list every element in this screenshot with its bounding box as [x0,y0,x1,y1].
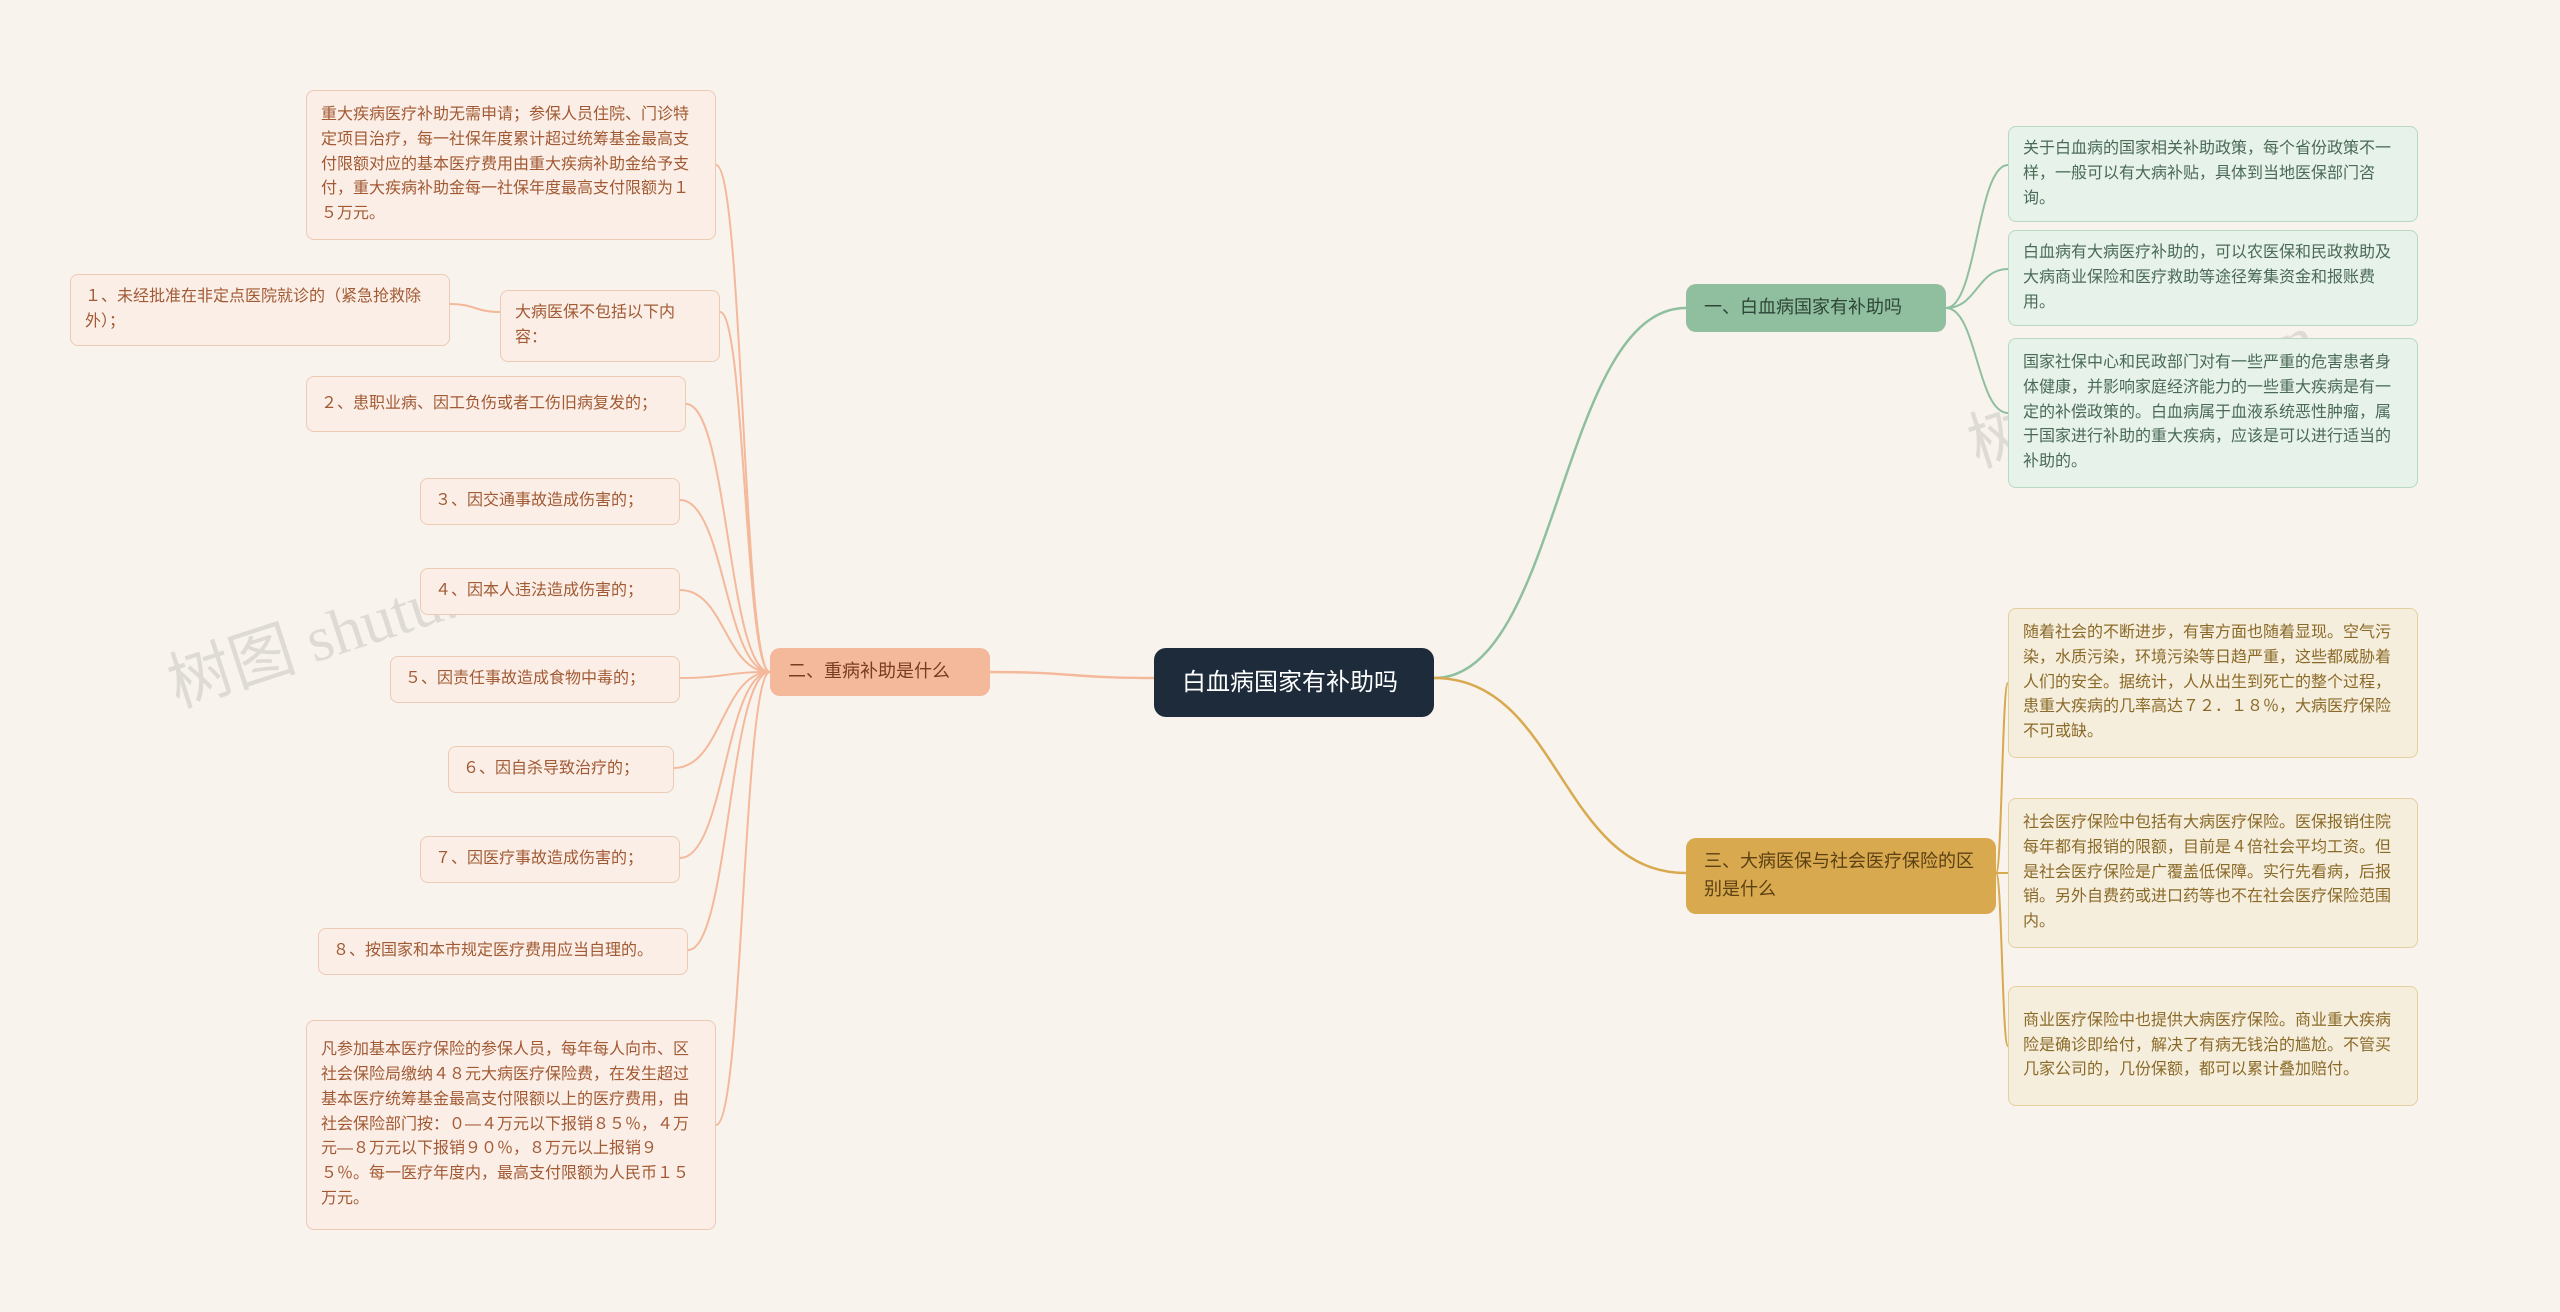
leaf-node[interactable]: ２、患职业病、因工负伤或者工伤旧病复发的； [306,376,686,432]
leaf-node[interactable]: 社会医疗保险中包括有大病医疗保险。医保报销住院每年都有报销的限额，目前是４倍社会… [2008,798,2418,948]
leaf-node[interactable]: ４、因本人违法造成伤害的； [420,568,680,615]
leaf-node[interactable]: 国家社保中心和民政部门对有一些严重的危害患者身体健康，并影响家庭经济能力的一些重… [2008,338,2418,488]
branch-node[interactable]: 三、大病医保与社会医疗保险的区别是什么 [1686,838,1996,914]
leaf-node[interactable]: ６、因自杀导致治疗的； [448,746,674,793]
branch-node[interactable]: 二、重病补助是什么 [770,648,990,696]
leaf-node[interactable]: 关于白血病的国家相关补助政策，每个省份政策不一样，一般可以有大病补贴，具体到当地… [2008,126,2418,222]
leaf-node[interactable]: 重大疾病医疗补助无需申请；参保人员住院、门诊特定项目治疗，每一社保年度累计超过统… [306,90,716,240]
leaf-node[interactable]: ５、因责任事故造成食物中毒的； [390,656,680,703]
mindmap-canvas: 树图 shutu.cn 树图 shutu.cn 白血病国家有补助吗一、白血病国家… [0,0,2560,1312]
leaf-node[interactable]: ８、按国家和本市规定医疗费用应当自理的。 [318,928,688,975]
center-node[interactable]: 白血病国家有补助吗 [1154,648,1434,717]
leaf-node[interactable]: ７、因医疗事故造成伤害的； [420,836,680,883]
leaf-node[interactable]: 白血病有大病医疗补助的，可以农医保和民政救助及大病商业保险和医疗救助等途径筹集资… [2008,230,2418,326]
leaf-node[interactable]: 凡参加基本医疗保险的参保人员，每年每人向市、区社会保险局缴纳４８元大病医疗保险费… [306,1020,716,1230]
leaf-node[interactable]: ３、因交通事故造成伤害的； [420,478,680,525]
leaf-node[interactable]: 商业医疗保险中也提供大病医疗保险。商业重大疾病险是确诊即给付，解决了有病无钱治的… [2008,986,2418,1106]
leaf-node[interactable]: 随着社会的不断进步，有害方面也随着显现。空气污染，水质污染，环境污染等日趋严重，… [2008,608,2418,758]
leaf-node[interactable]: 大病医保不包括以下内容： [500,290,720,362]
leaf-node[interactable]: １、未经批准在非定点医院就诊的（紧急抢救除外）； [70,274,450,346]
branch-node[interactable]: 一、白血病国家有补助吗 [1686,284,1946,332]
